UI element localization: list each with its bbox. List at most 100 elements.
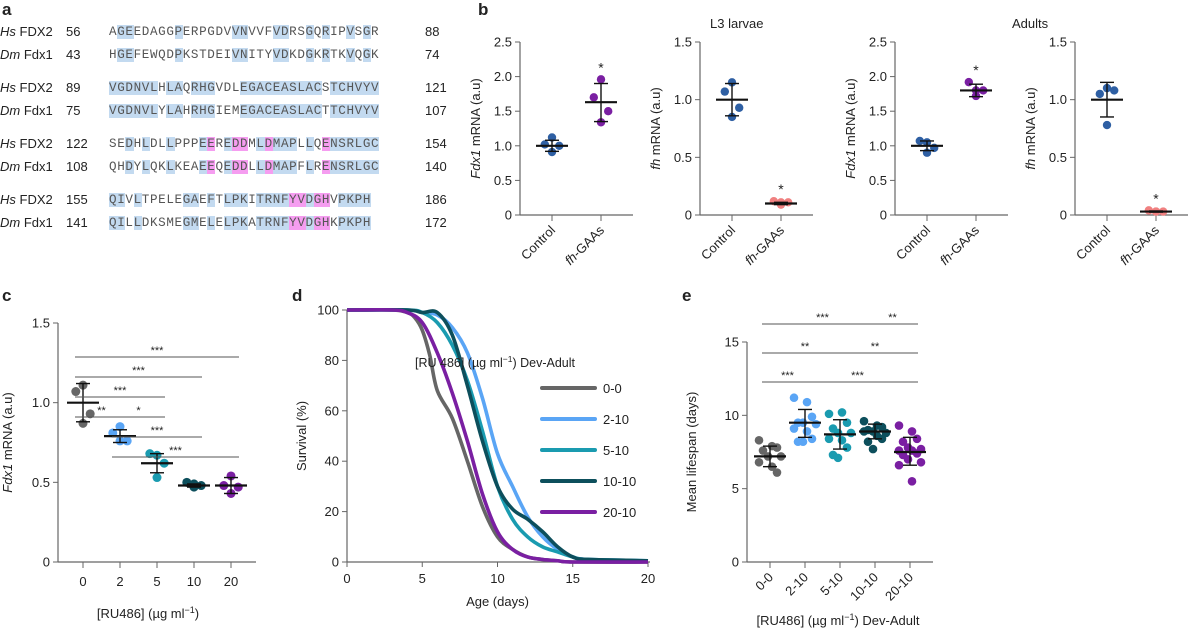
residue: A <box>256 80 265 95</box>
residue: L <box>166 192 175 207</box>
residue: L <box>354 159 363 174</box>
alignment-block: Hs FDX2 56 AGEEDAGGPERPGDVVNVVFVDRSGQRIPVS… <box>0 20 500 74</box>
residue: P <box>289 159 298 174</box>
alignment-row: Hs FDX2 155 QIVLTPELEGAEFTLPKITRNFYVDGHVPK… <box>0 188 500 211</box>
residue: Y <box>289 215 298 230</box>
start-position: 108 <box>66 159 88 174</box>
residue: F <box>133 47 142 62</box>
significance-label: ** <box>801 341 810 353</box>
residue: V <box>141 103 150 118</box>
y-tick-label: 1.0 <box>674 92 692 107</box>
y-tick-label: 15 <box>725 335 739 350</box>
end-position: 88 <box>425 24 440 39</box>
data-point <box>772 468 782 477</box>
data-point <box>789 424 799 433</box>
sequence: VGDNVLYLAHRHGIEMEGACEASLACTTCHVYV <box>109 103 380 118</box>
residue: Y <box>362 103 371 118</box>
data-point <box>758 446 768 455</box>
residue: H <box>133 136 142 151</box>
residue: H <box>346 103 355 118</box>
data-point <box>233 482 243 492</box>
x-tick-label: 5 <box>153 574 160 589</box>
residue: P <box>182 136 191 151</box>
residue: V <box>231 24 240 39</box>
chart-b-larvae-fh: 00.51.01.5fh mRNA (a.u)Control fh-GAAs* <box>648 35 813 268</box>
residue: S <box>354 24 363 39</box>
significance-label: ** <box>871 341 880 353</box>
x-tick-label: Control <box>893 222 933 262</box>
residue: P <box>174 24 183 39</box>
species-label: Dm Fdx1 <box>0 103 53 118</box>
residue: F <box>280 192 290 207</box>
y-tick-label: 0.5 <box>32 475 50 490</box>
residue: L <box>223 215 232 230</box>
residue: G <box>117 103 126 118</box>
y-axis-label: Survival (%) <box>294 401 309 471</box>
residue: D <box>141 24 150 39</box>
residue: N <box>240 24 249 39</box>
significance-label: ** <box>888 312 897 324</box>
start-position: 89 <box>66 80 81 95</box>
residue: I <box>248 192 257 207</box>
residue: L <box>248 159 257 174</box>
residue: N <box>330 136 339 151</box>
group-title-adults: Adults <box>1012 16 1049 31</box>
data-point <box>735 103 744 112</box>
residue: G <box>313 215 322 230</box>
residue: A <box>280 80 290 95</box>
residue: Q <box>149 159 159 174</box>
legend-title-end: ) Dev-Adult <box>512 356 575 370</box>
residue: V <box>297 192 306 207</box>
x-tick-label: 5-10 <box>817 570 846 599</box>
residue: G <box>248 80 257 95</box>
x-tick-label: 10 <box>490 571 504 586</box>
y-tick-label: 1.0 <box>1049 92 1067 107</box>
residue: G <box>207 103 216 118</box>
x-tick-label-rest: -GAAs <box>944 222 982 260</box>
residue: E <box>215 47 224 62</box>
residue: K <box>338 47 347 62</box>
residue: L <box>166 103 175 118</box>
residue: P <box>354 192 363 207</box>
residue: G <box>362 24 371 39</box>
start-position: 122 <box>66 136 88 151</box>
residue: Q <box>182 80 191 95</box>
residue: E <box>215 215 224 230</box>
y-tick-label: 0 <box>732 555 739 570</box>
residue: F <box>280 215 290 230</box>
y-axis-label: Fdx1 mRNA (a.u) <box>843 78 858 178</box>
significance-marker: * <box>1153 190 1159 206</box>
residue: E <box>182 24 191 39</box>
end-position: 154 <box>425 136 447 151</box>
residue: G <box>117 24 126 39</box>
survival-curve-2-10 <box>346 308 649 563</box>
y-tick-label: 2.0 <box>494 69 512 84</box>
residue: L <box>166 136 175 151</box>
residue: P <box>354 215 363 230</box>
residue: C <box>264 103 273 118</box>
y-tick-label: 1.0 <box>869 138 887 153</box>
end-position: 74 <box>425 47 440 62</box>
residue: H <box>182 103 191 118</box>
x-tick-label-rest: -GAAs <box>1124 222 1162 260</box>
residue: E <box>321 159 331 174</box>
residue: A <box>280 159 290 174</box>
legend-label: 10-10 <box>603 474 636 489</box>
residue: P <box>190 136 200 151</box>
significance-label: *** <box>114 385 128 397</box>
residue: D <box>240 159 249 174</box>
x-tick-label: fh-GAAs <box>562 222 608 268</box>
residue: V <box>231 47 240 62</box>
residue: V <box>330 192 339 207</box>
residue: E <box>223 136 232 151</box>
significance-marker: * <box>598 59 604 75</box>
residue: C <box>264 80 273 95</box>
residue: W <box>149 47 159 62</box>
residue: D <box>264 159 273 174</box>
residue: G <box>313 192 322 207</box>
residue: L <box>297 103 306 118</box>
residue: K <box>174 159 183 174</box>
residue: V <box>354 80 363 95</box>
residue: V <box>223 24 232 39</box>
residue: I <box>117 215 126 230</box>
